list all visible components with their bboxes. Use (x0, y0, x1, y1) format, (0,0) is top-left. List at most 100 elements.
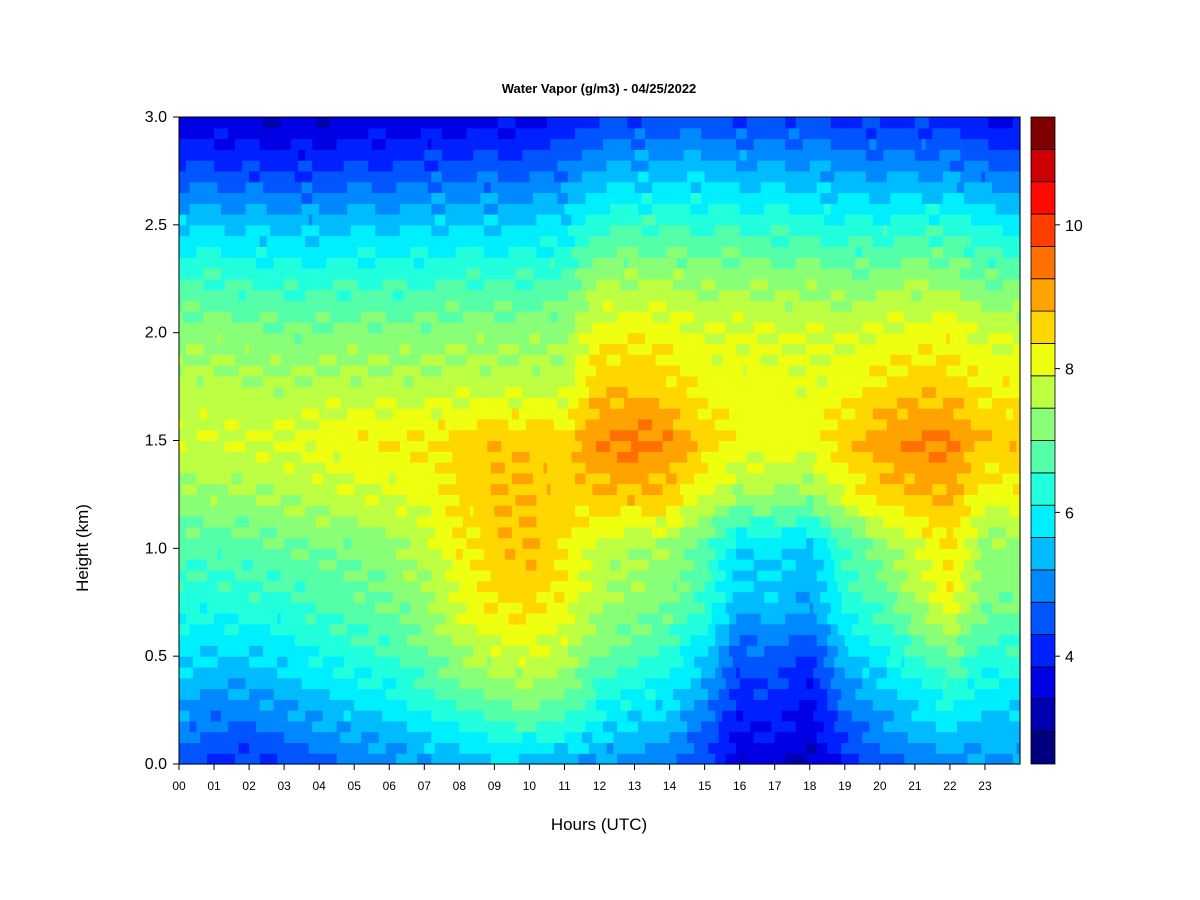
heatmap-cell (266, 451, 271, 463)
heatmap-cell (452, 354, 457, 366)
heatmap-cell (368, 634, 373, 646)
heatmap-cell (242, 149, 247, 161)
heatmap-cell (224, 203, 229, 215)
heatmap-cell (319, 623, 324, 636)
heatmap-cell (333, 289, 338, 301)
heatmap-cell (228, 710, 233, 722)
heatmap-cell (466, 343, 471, 355)
heatmap-cell (441, 699, 446, 711)
heatmap-cell (179, 645, 184, 657)
heatmap-cell (277, 494, 282, 506)
heatmap-cell (329, 494, 334, 506)
heatmap-cell (427, 343, 432, 355)
heatmap-cell (361, 343, 366, 355)
heatmap-cell (270, 515, 275, 528)
heatmap-cell (333, 753, 338, 765)
heatmap-cell (445, 548, 450, 560)
heatmap-cell (399, 365, 404, 377)
heatmap-cell (368, 343, 373, 355)
heatmap-cell (462, 278, 467, 291)
heatmap-cell (340, 731, 345, 744)
heatmap-cell (333, 483, 338, 496)
heatmap-cell (252, 365, 257, 377)
heatmap-cell (385, 117, 390, 129)
heatmap-cell (186, 451, 191, 463)
heatmap-cell (431, 451, 436, 463)
heatmap-cell (431, 591, 436, 603)
heatmap-cell (277, 246, 282, 258)
heatmap-cell (228, 666, 233, 679)
heatmap-cell (270, 472, 275, 485)
heatmap-cell (431, 688, 436, 700)
heatmap-cell (319, 257, 324, 269)
heatmap-cell (389, 645, 394, 657)
heatmap-cell (385, 666, 390, 679)
heatmap-cell (357, 613, 362, 625)
heatmap-cell (228, 267, 233, 280)
heatmap-cell (347, 278, 352, 291)
heatmap-cell (259, 602, 264, 614)
heatmap-cell (410, 257, 415, 269)
heatmap-cell (301, 408, 306, 420)
heatmap-cell (413, 386, 418, 398)
heatmap-cell (228, 127, 233, 140)
heatmap-cell (315, 267, 320, 280)
heatmap-cell (259, 580, 264, 593)
heatmap-cell (291, 656, 296, 668)
heatmap-cell (368, 365, 373, 377)
heatmap-cell (214, 645, 219, 657)
heatmap-cell (455, 246, 460, 258)
heatmap-cell (329, 375, 334, 388)
heatmap-cell (263, 623, 268, 636)
heatmap-cell (329, 591, 334, 603)
heatmap-cell (396, 246, 401, 258)
heatmap-cell (252, 688, 257, 700)
heatmap-cell (389, 559, 394, 571)
heatmap-cell (462, 634, 467, 646)
heatmap-cell (312, 117, 317, 129)
heatmap-cell (417, 354, 422, 366)
heatmap-cell (189, 688, 194, 700)
heatmap-cell (427, 483, 432, 496)
heatmap-cell (249, 257, 254, 269)
heatmap-cell (182, 656, 187, 668)
heatmap-cell (182, 397, 187, 409)
heatmap-cell (333, 138, 338, 150)
heatmap-cell (189, 591, 194, 603)
heatmap-cell (193, 699, 198, 711)
heatmap-cell (361, 753, 366, 765)
heatmap-cell (431, 127, 436, 140)
heatmap-cell (431, 192, 436, 204)
heatmap-cell (459, 569, 464, 582)
heatmap-cell (301, 569, 306, 582)
heatmap-cell (308, 181, 313, 194)
heatmap-cell (417, 267, 422, 280)
heatmap-cell (228, 472, 233, 485)
heatmap-cell (280, 548, 285, 560)
heatmap-cell (368, 656, 373, 668)
heatmap-cell (466, 203, 471, 215)
heatmap-cell (389, 365, 394, 377)
heatmap-cell (424, 710, 429, 722)
heatmap-cell (340, 656, 345, 668)
heatmap-cell (242, 138, 247, 150)
heatmap-cell (347, 688, 352, 700)
heatmap-cell (385, 354, 390, 366)
heatmap-cell (193, 160, 198, 172)
heatmap-cell (179, 483, 184, 496)
heatmap-cell (462, 181, 467, 194)
heatmap-cell (413, 257, 418, 269)
heatmap-cell (301, 138, 306, 150)
heatmap-cell (445, 397, 450, 409)
heatmap-cell (410, 278, 415, 291)
heatmap-cell (221, 537, 226, 549)
heatmap-cell (424, 127, 429, 140)
heatmap-cell (396, 505, 401, 517)
heatmap-cell (238, 753, 243, 765)
heatmap-cell (179, 192, 184, 204)
heatmap-cell (287, 214, 292, 226)
heatmap-cell (263, 192, 268, 204)
heatmap-cell (354, 332, 359, 345)
heatmap-cell (333, 214, 338, 226)
heatmap-cell (326, 429, 331, 442)
